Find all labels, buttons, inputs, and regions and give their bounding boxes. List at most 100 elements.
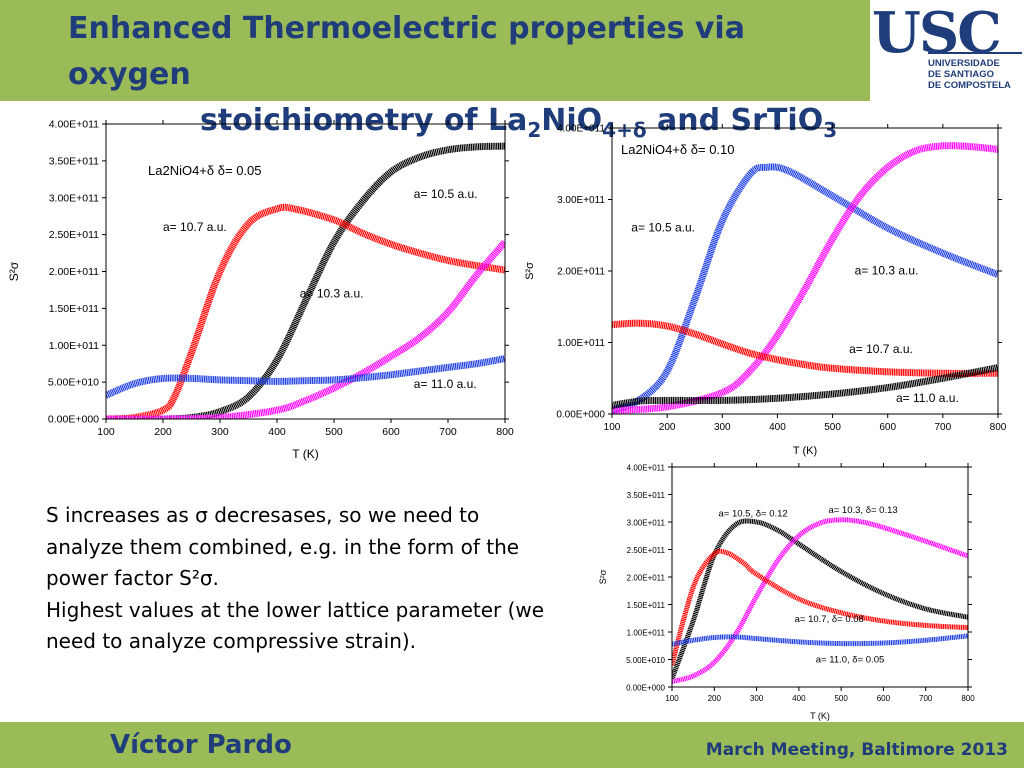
series-annotation: a= 10.5 a.u. xyxy=(631,221,695,235)
x-axis-label: T (K) xyxy=(793,445,817,457)
title-text: and SrTiO xyxy=(646,103,824,138)
x-tick-label: 100 xyxy=(97,426,115,438)
y-tick-label: 4.00E+011 xyxy=(627,464,666,473)
series-annotation: a= 10.7 a.u. xyxy=(849,342,913,356)
logo-subtitle-line: DE COMPOSTELA xyxy=(928,80,1011,91)
x-tick-label: 500 xyxy=(834,694,848,703)
y-axis-label: S²σ xyxy=(524,262,536,280)
y-tick-label: 3.50E+011 xyxy=(627,491,666,500)
inset-label: La2NiO4+δ δ= 0.10 xyxy=(621,142,735,157)
x-tick-label: 300 xyxy=(750,694,764,703)
y-tick-label: 5.00E+010 xyxy=(48,377,99,389)
y-tick-label: 0.00E+000 xyxy=(556,410,605,421)
series-line-blue xyxy=(612,163,998,414)
x-axis-label: T (K) xyxy=(292,447,318,461)
series-annotation: a= 10.5, δ= 0.12 xyxy=(719,509,788,520)
y-tick-label: 0.00E+000 xyxy=(48,414,99,426)
body-text: S increases as σ decresases, so we need … xyxy=(46,500,546,658)
y-tick-label: 4.00E+011 xyxy=(557,124,605,135)
series-line-black xyxy=(672,518,968,680)
plot-area xyxy=(106,142,505,419)
series-line-red xyxy=(672,548,968,666)
x-tick-label: 500 xyxy=(824,422,841,433)
x-tick-label: 800 xyxy=(496,426,514,438)
x-tick-label: 700 xyxy=(439,426,457,438)
x-tick-label: 600 xyxy=(879,422,896,433)
x-axis-label: T (K) xyxy=(810,711,830,721)
x-tick-label: 200 xyxy=(659,422,676,433)
logo-subtitle-line: UNIVERSIDADE xyxy=(928,58,1000,69)
y-tick-label: 2.50E+011 xyxy=(627,546,666,555)
y-tick-label: 4.00E+011 xyxy=(49,119,99,131)
x-tick-label: 700 xyxy=(935,422,952,433)
y-tick-label: 0.00E+000 xyxy=(626,684,665,693)
y-tick-label: 1.50E+011 xyxy=(49,303,99,315)
y-axis-label: S²σ xyxy=(7,261,21,281)
slide-title: Enhanced Thermoelectric properties via o… xyxy=(0,6,870,153)
title-line-2: stoichiometry of La2NiO4+δ and SrTiO3 xyxy=(0,98,870,153)
title-line-1: Enhanced Thermoelectric properties via o… xyxy=(68,11,745,92)
y-tick-label: 2.50E+011 xyxy=(49,229,99,241)
y-tick-label: 2.00E+011 xyxy=(627,574,666,583)
x-tick-label: 200 xyxy=(154,426,172,438)
title-banner: Enhanced Thermoelectric properties via o… xyxy=(0,0,870,142)
chart-la2nio4-delta-005: 100 200 300 400 500 600 700 800 0.00E+000 5.00E+0… xyxy=(0,108,515,473)
series-line-black xyxy=(612,364,998,409)
series-annotation: a= 10.5 a.u. xyxy=(414,187,478,201)
x-tick-label: 700 xyxy=(919,694,933,703)
y-tick-label: 3.50E+011 xyxy=(49,155,99,167)
y-tick-label: 3.00E+011 xyxy=(557,195,605,206)
chart-la2nio4-delta-010: 100 200 300 400 500 600 700 800 0.00E+000 1.00E+0… xyxy=(515,112,1020,467)
y-tick-label: 3.00E+011 xyxy=(49,192,99,204)
x-tick-label: 300 xyxy=(211,426,229,438)
y-tick-label: 2.00E+011 xyxy=(557,267,605,278)
y-tick-label: 1.00E+011 xyxy=(557,338,605,349)
series-line-red xyxy=(612,319,998,377)
logo-text: USC xyxy=(872,0,1002,66)
usc-logo: USC UNIVERSIDADE DE SANTIAGO DE COMPOSTE… xyxy=(870,0,1024,101)
y-tick-label: 3.00E+011 xyxy=(627,519,666,528)
title-subscript: 4+δ xyxy=(602,118,647,142)
x-tick-label: 400 xyxy=(792,694,806,703)
series-annotation: a= 11.0, δ= 0.05 xyxy=(816,654,885,665)
x-tick-label: 800 xyxy=(961,694,975,703)
series-annotation: a= 11.0 a.u. xyxy=(414,377,477,391)
inset-label: La2NiO4+δ δ= 0.05 xyxy=(148,163,262,178)
y-tick-label: 1.00E+011 xyxy=(627,629,666,638)
series-line-magenta xyxy=(672,517,968,684)
title-subscript: 3 xyxy=(823,118,838,142)
plot-area xyxy=(672,517,968,684)
meeting-info: March Meeting, Baltimore 2013 xyxy=(705,740,1008,760)
x-tick-label: 200 xyxy=(708,694,722,703)
series-line-magenta xyxy=(106,239,505,419)
series-line-blue xyxy=(672,633,968,647)
author-name: Víctor Pardo xyxy=(110,730,292,760)
y-tick-label: 1.00E+011 xyxy=(49,340,99,352)
paragraph: Highest values at the lower lattice para… xyxy=(46,597,545,654)
title-subscript: 2 xyxy=(527,118,542,142)
chart-svg: 100 200 300 400 500 600 700 800 0.00E+000 5.00E+0… xyxy=(598,463,975,721)
x-tick-label: 600 xyxy=(877,694,891,703)
series-line-red xyxy=(106,203,505,419)
series-annotation: a= 10.3, δ= 0.13 xyxy=(828,505,897,516)
logo-subtitle: UNIVERSIDADE DE SANTIAGO DE COMPOSTELA xyxy=(928,58,1011,91)
y-tick-label: 1.50E+011 xyxy=(627,601,666,610)
x-tick-label: 100 xyxy=(665,694,679,703)
y-tick-label: 2.00E+011 xyxy=(49,266,99,278)
title-text: stoichiometry of La xyxy=(200,103,528,138)
x-tick-label: 400 xyxy=(268,426,286,438)
title-text: NiO xyxy=(541,103,603,138)
series-line-black xyxy=(106,142,505,419)
y-tick-label: 5.00E+010 xyxy=(626,656,665,665)
chart-combined-delta: 100 200 300 400 500 600 700 800 0.00E+000 5.00E+0… xyxy=(590,460,990,730)
series-annotation: a= 10.7 a.u. xyxy=(163,220,227,234)
series-line-magenta xyxy=(612,142,998,414)
series-annotation: a= 10.7, δ= 0.08 xyxy=(795,614,864,625)
footer-bar: Víctor Pardo March Meeting, Baltimore 20… xyxy=(0,722,1024,768)
paragraph: S increases as σ decresases, so we need … xyxy=(46,503,520,590)
series-annotation: a= 11.0 a.u. xyxy=(896,391,959,405)
plot-area xyxy=(612,142,998,414)
x-tick-label: 500 xyxy=(325,426,343,438)
y-axis-label: S²σ xyxy=(598,569,608,584)
series-annotation: a= 10.3 a.u. xyxy=(855,264,919,278)
